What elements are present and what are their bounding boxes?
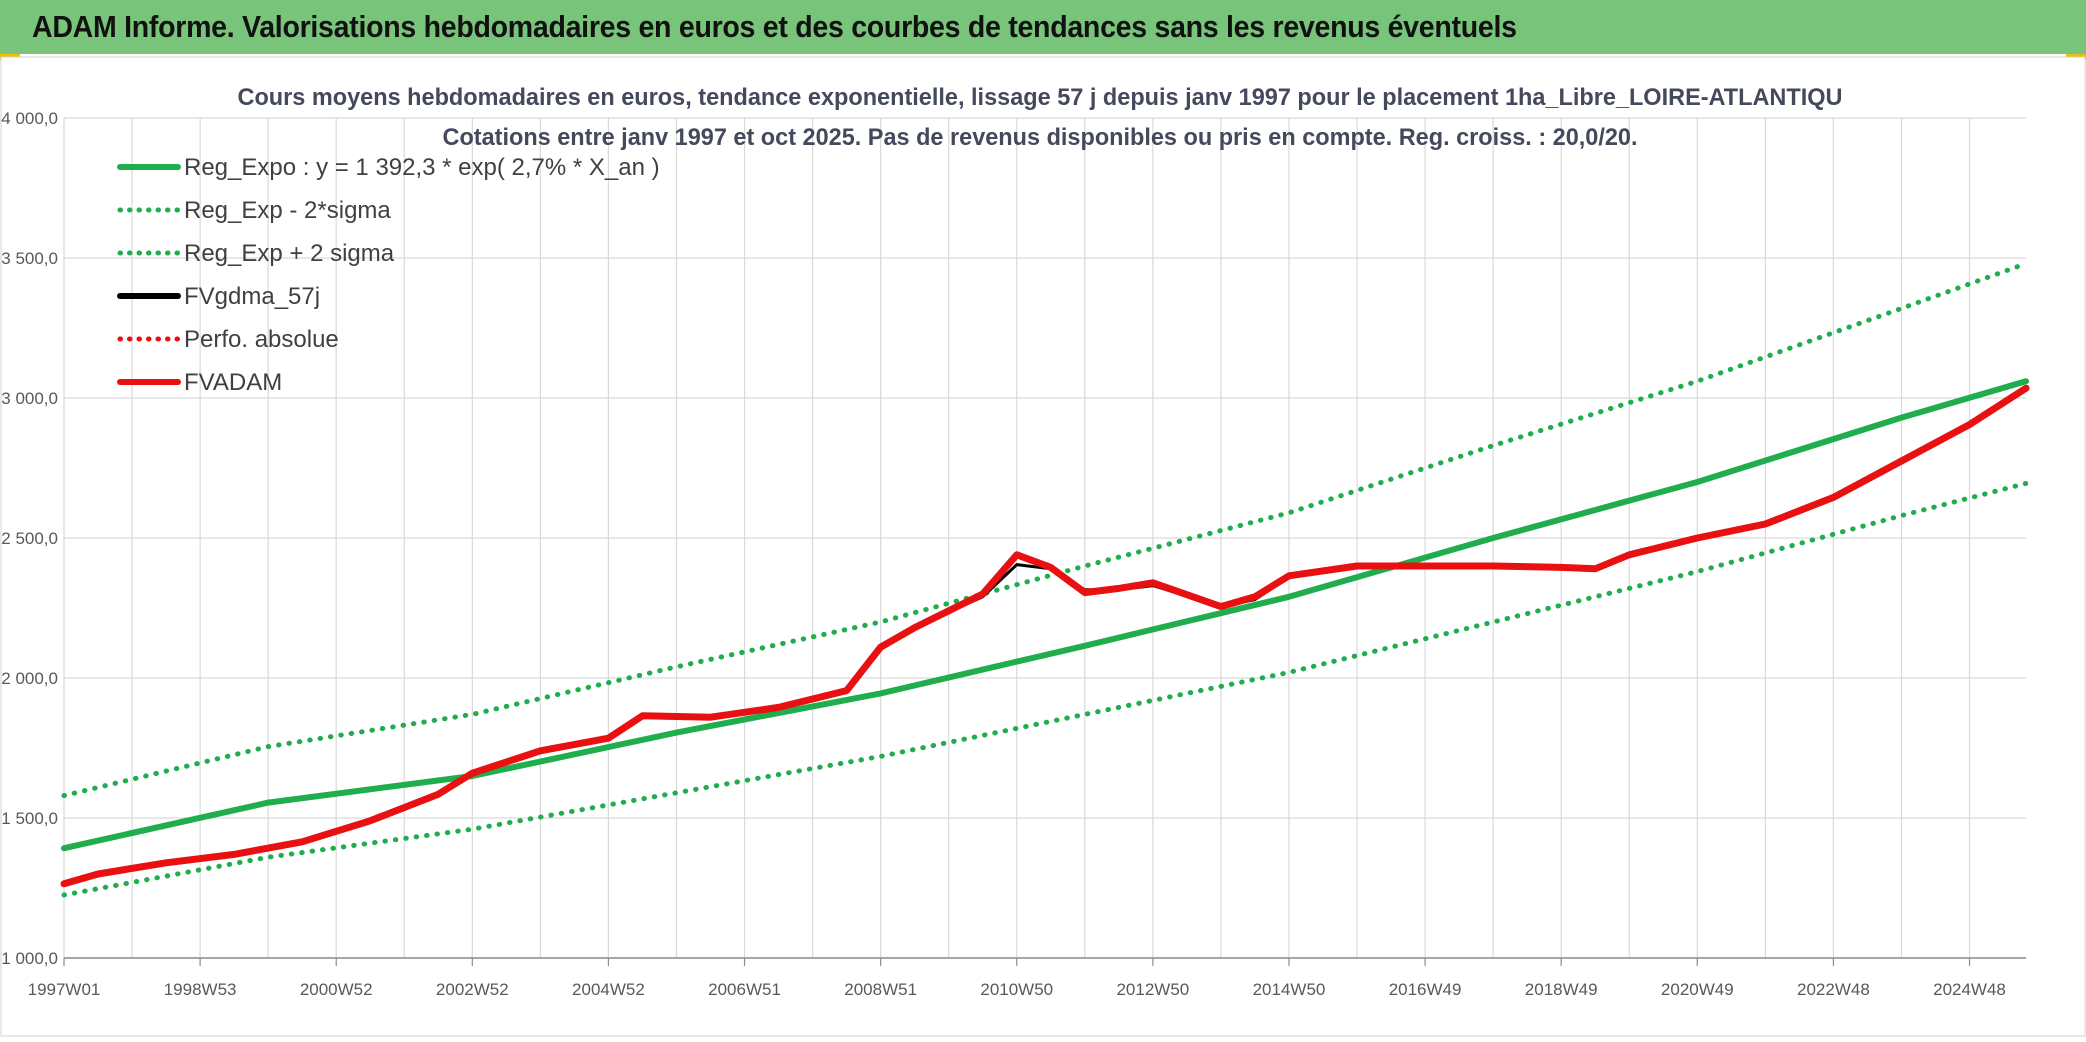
axes: 1 000,0 1 500,0 2 000,0 2 500,0 3 000,0 3 500…: [1, 109, 2026, 999]
series-layer: [60, 261, 2030, 898]
reg-exp-minus-2sigma-line: [61, 480, 2029, 898]
fvadam-line: [60, 384, 2030, 888]
legend-label: FVADAM: [184, 369, 282, 396]
x-tick-label: 2016W49: [1389, 980, 1462, 999]
x-tick-label: 2012W50: [1116, 980, 1189, 999]
x-tick-label: 2002W52: [436, 980, 509, 999]
x-tick-label: 1997W01: [28, 980, 101, 999]
chart-frame: 1 000,0 1 500,0 2 000,0 2 500,0 3 000,0 3 500…: [0, 56, 2086, 1037]
legend-label: Perfo. absolue: [184, 326, 339, 353]
chart-subtitle: Cotations entre janv 1997 et oct 2025. P…: [443, 124, 1638, 151]
x-tick-label: 2022W48: [1797, 980, 1870, 999]
legend: Reg_Expo : y = 1 392,3 * exp( 2,7% * X_a…: [117, 154, 660, 396]
x-tick-label: 2010W50: [980, 980, 1053, 999]
x-tick-label: 2004W52: [572, 980, 645, 999]
chart-title: Cours moyens hebdomadaires en euros, ten…: [238, 84, 1843, 111]
y-tick-label: 4 000,0: [1, 109, 58, 128]
y-tick-label: 1 500,0: [1, 809, 58, 828]
x-tick-label: 2008W51: [844, 980, 917, 999]
legend-label: FVgdma_57j: [184, 283, 320, 310]
y-tick-label: 1 000,0: [1, 949, 58, 968]
x-tick-label: 1998W53: [164, 980, 237, 999]
x-tick-label: 2018W49: [1525, 980, 1598, 999]
reg-expo-line: [61, 378, 2029, 852]
reg-exp-plus-2sigma-line: [61, 261, 2029, 799]
title-banner: ADAM Informe. Valorisations hebdomadaire…: [0, 0, 2086, 54]
legend-label: Reg_Exp - 2*sigma: [184, 197, 391, 224]
x-tick-label: 2014W50: [1253, 980, 1326, 999]
chart-svg: 1 000,0 1 500,0 2 000,0 2 500,0 3 000,0 3 500…: [0, 56, 2086, 1037]
x-tick-label: 2020W49: [1661, 980, 1734, 999]
y-tick-label: 2 500,0: [1, 529, 58, 548]
y-tick-label: 3 000,0: [1, 389, 58, 408]
banner-title: ADAM Informe. Valorisations hebdomadaire…: [32, 9, 1517, 44]
x-tick-label: 2006W51: [708, 980, 781, 999]
legend-label: Reg_Exp + 2 sigma: [184, 240, 395, 267]
y-tick-label: 2 000,0: [1, 669, 58, 688]
chart-area: [0, 56, 2086, 1037]
legend-label: Reg_Expo : y = 1 392,3 * exp( 2,7% * X_a…: [184, 154, 660, 181]
x-tick-label: 2000W52: [300, 980, 373, 999]
y-tick-label: 3 500,0: [1, 249, 58, 268]
x-tick-label: 2024W48: [1933, 980, 2006, 999]
